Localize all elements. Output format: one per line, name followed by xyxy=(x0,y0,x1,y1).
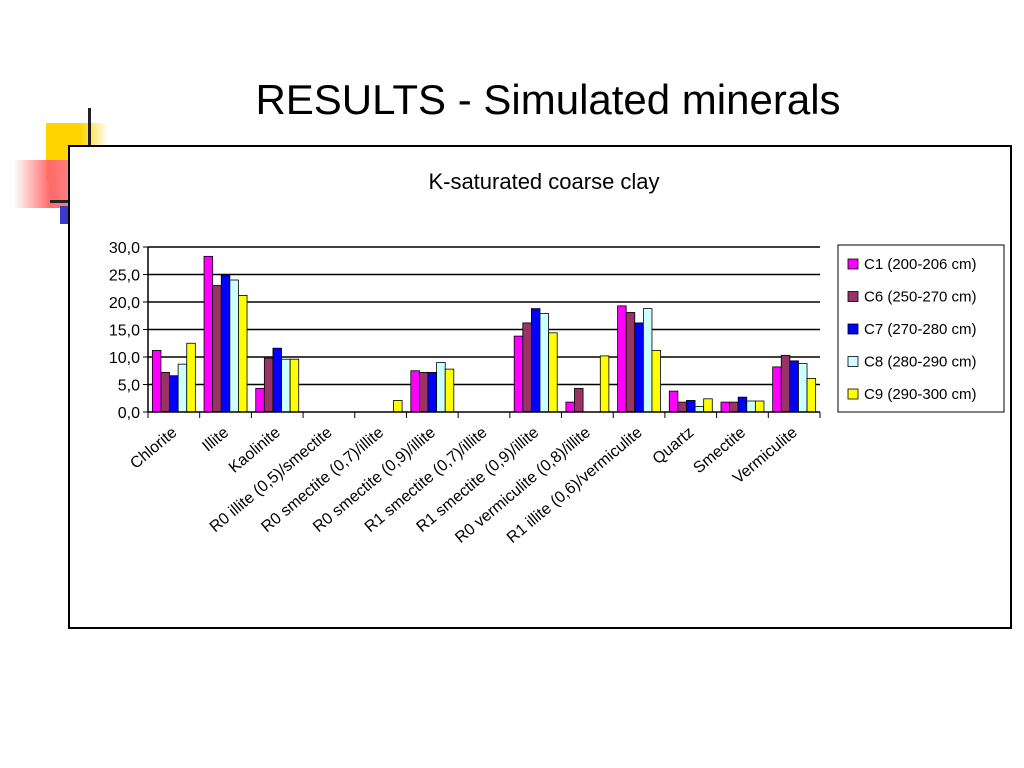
bars xyxy=(151,255,817,413)
bar xyxy=(686,400,696,413)
bar xyxy=(522,322,532,413)
legend-label: C7 (270-280 cm) xyxy=(864,321,977,338)
bar xyxy=(539,313,549,413)
bar xyxy=(780,354,791,413)
legend-swatch xyxy=(847,323,859,335)
bar xyxy=(789,360,799,413)
bar xyxy=(513,335,524,413)
bar xyxy=(289,358,300,413)
bar xyxy=(229,279,239,413)
y-tick-label: 0,0 xyxy=(118,405,140,422)
x-tick-label: Quartz xyxy=(650,424,698,468)
bar xyxy=(694,406,705,413)
bar xyxy=(212,285,222,413)
bar xyxy=(160,371,170,413)
bar xyxy=(754,400,765,413)
bar xyxy=(677,401,687,413)
bar xyxy=(617,305,627,413)
legend-label: C9 (290-300 cm) xyxy=(864,386,977,403)
bar xyxy=(436,362,446,413)
legend-label: C8 (280-290 cm) xyxy=(864,354,977,371)
bar xyxy=(255,387,265,413)
chart-title: K-saturated coarse clay xyxy=(428,169,659,194)
x-tick-label: Illite xyxy=(199,424,232,455)
bar xyxy=(238,294,248,413)
bar xyxy=(203,255,214,413)
bar xyxy=(798,363,808,413)
bar xyxy=(720,401,730,413)
bar xyxy=(427,371,438,413)
bar xyxy=(599,355,610,413)
bar xyxy=(393,400,403,413)
bar xyxy=(263,357,274,413)
chart-frame: K-saturated coarse clay 0,0 5,0 10,0 15,0 20… xyxy=(68,145,1012,629)
bar xyxy=(220,274,231,413)
bar xyxy=(574,387,584,413)
bar xyxy=(272,347,282,413)
y-tick-label: 10,0 xyxy=(109,350,140,367)
bar xyxy=(281,358,291,413)
decor-vertical-line xyxy=(88,108,91,156)
bar xyxy=(737,396,748,413)
y-tick-label: 30,0 xyxy=(109,240,140,257)
bar xyxy=(634,322,644,413)
bar xyxy=(169,375,179,413)
bar xyxy=(186,342,196,413)
slide-title: RESULTS - Simulated minerals xyxy=(255,76,841,123)
bar xyxy=(625,312,636,413)
legend-swatch xyxy=(847,388,859,400)
legend-swatch xyxy=(847,258,859,270)
bar xyxy=(177,363,188,413)
bar xyxy=(668,390,679,413)
bar xyxy=(419,371,429,413)
bar xyxy=(151,349,162,413)
bar xyxy=(548,332,558,413)
bar xyxy=(530,308,541,413)
x-tick-label: Chlorite xyxy=(127,424,180,473)
bar xyxy=(746,400,756,413)
bar xyxy=(565,401,575,413)
legend-label: C6 (250-270 cm) xyxy=(864,289,977,306)
bar xyxy=(642,308,653,413)
legend-box xyxy=(837,244,1005,413)
y-tick-label: 15,0 xyxy=(109,323,140,340)
bar xyxy=(806,378,817,413)
bar xyxy=(703,398,713,413)
bar xyxy=(410,370,420,413)
legend: C1 (200-206 cm) C6 (250-270 cm) C7 (270-28… xyxy=(837,244,1005,413)
bar xyxy=(651,349,661,413)
gridlines xyxy=(148,246,820,386)
legend-swatch xyxy=(847,291,859,302)
bar xyxy=(729,401,739,413)
legend-label: C1 (200-206 cm) xyxy=(864,256,977,273)
bar xyxy=(772,366,782,413)
legend-swatch xyxy=(847,356,859,367)
y-tick-label: 5,0 xyxy=(118,378,140,395)
y-tick-label: 25,0 xyxy=(109,268,140,285)
bar-chart: K-saturated coarse clay 0,0 5,0 10,0 15,0 20… xyxy=(109,169,1005,547)
y-tick-label: 20,0 xyxy=(109,295,140,312)
bar xyxy=(444,368,455,413)
